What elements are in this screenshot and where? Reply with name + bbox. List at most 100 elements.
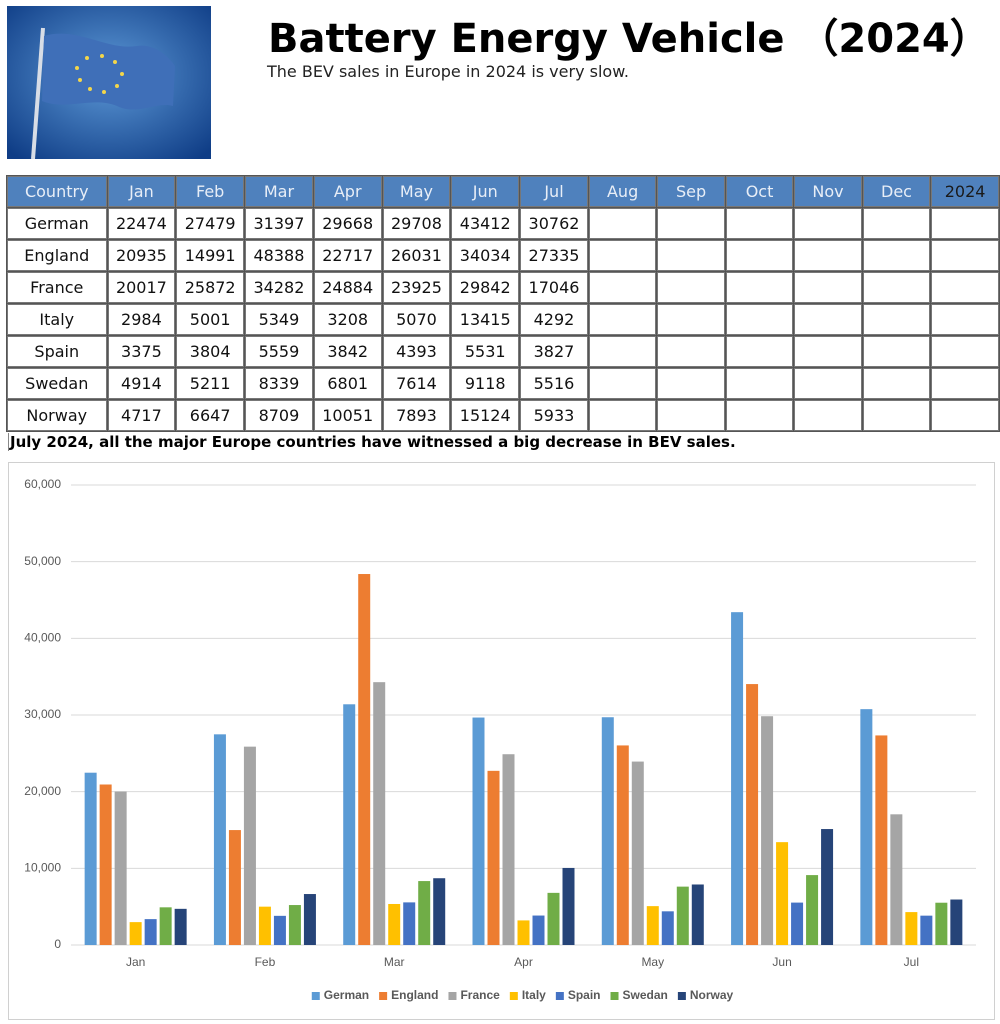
empty-cell xyxy=(588,400,657,431)
table-row: Swedan 4914 5211 8339 6801 7614 9118 5516 xyxy=(7,368,999,399)
bar xyxy=(228,830,241,945)
value-cell: 5070 xyxy=(382,304,451,335)
bar xyxy=(144,919,157,945)
bar xyxy=(821,829,834,945)
bar xyxy=(273,915,286,945)
value-cell: 4393 xyxy=(382,336,451,367)
empty-cell xyxy=(657,336,725,367)
legend-label: German xyxy=(324,988,369,1002)
empty-cell xyxy=(862,240,931,271)
empty-cell xyxy=(588,368,657,399)
x-tick-label: Apr xyxy=(514,955,533,969)
country-cell: Spain xyxy=(7,336,107,367)
country-cell: Swedan xyxy=(7,368,107,399)
bar xyxy=(691,884,704,945)
bar xyxy=(646,906,659,945)
bar xyxy=(159,907,172,945)
table-row: German 22474 27479 31397 29668 29708 43412 3076… xyxy=(7,208,999,239)
empty-cell xyxy=(725,400,794,431)
subtitle: The BEV sales in Europe in 2024 is very … xyxy=(267,62,629,81)
x-tick-label: Feb xyxy=(255,955,276,969)
value-cell: 2984 xyxy=(107,304,176,335)
bar xyxy=(114,791,127,945)
value-cell: 31397 xyxy=(245,208,313,239)
empty-cell xyxy=(862,336,931,367)
value-cell: 25872 xyxy=(176,272,245,303)
title: Battery Energy Vehicle （2024） xyxy=(268,16,990,62)
x-tick-label: Jul xyxy=(904,955,919,969)
value-cell: 27335 xyxy=(520,240,588,271)
empty-cell xyxy=(725,368,794,399)
column-header: Dec xyxy=(862,176,931,207)
empty-cell xyxy=(931,272,999,303)
bar xyxy=(487,770,500,945)
bar xyxy=(791,902,804,945)
empty-cell xyxy=(588,208,657,239)
value-cell: 10051 xyxy=(313,400,382,431)
bar xyxy=(676,886,689,945)
value-cell: 20017 xyxy=(107,272,176,303)
empty-cell xyxy=(862,208,931,239)
value-cell: 29668 xyxy=(313,208,382,239)
empty-cell xyxy=(588,272,657,303)
bar xyxy=(935,902,948,945)
column-header: Apr xyxy=(313,176,382,207)
bar xyxy=(418,881,431,945)
empty-cell xyxy=(931,368,999,399)
bar xyxy=(358,574,371,945)
bar xyxy=(517,920,530,945)
bar xyxy=(174,908,187,945)
empty-cell xyxy=(588,336,657,367)
chart: 0 10,000 20,000 30,000 40,000 50,000 60,000 Jan… xyxy=(8,462,995,1020)
legend-label: Italy xyxy=(522,988,546,1002)
empty-cell xyxy=(657,368,725,399)
x-tick-label: Jun xyxy=(772,955,791,969)
empty-cell xyxy=(794,240,862,271)
value-cell: 48388 xyxy=(245,240,313,271)
bar xyxy=(890,814,903,945)
legend-label: Norway xyxy=(690,988,734,1002)
bar xyxy=(129,922,142,945)
value-cell: 14991 xyxy=(176,240,245,271)
value-cell: 4717 xyxy=(107,400,176,431)
value-cell: 13415 xyxy=(451,304,520,335)
bar xyxy=(920,915,933,945)
legend-label: France xyxy=(460,988,500,1002)
table-row: Norway 4717 6647 8709 10051 7893 15124 5933 xyxy=(7,400,999,431)
empty-cell xyxy=(862,272,931,303)
bar xyxy=(213,734,226,945)
country-cell: England xyxy=(7,240,107,271)
value-cell: 3804 xyxy=(176,336,245,367)
empty-cell xyxy=(862,400,931,431)
bar xyxy=(860,709,873,945)
column-header: Aug xyxy=(588,176,657,207)
column-header: Jun xyxy=(451,176,520,207)
value-cell: 5001 xyxy=(176,304,245,335)
legend-swatch xyxy=(379,992,388,1000)
table-row: Spain 3375 3804 5559 3842 4393 5531 3827 xyxy=(7,336,999,367)
value-cell: 6801 xyxy=(313,368,382,399)
value-cell: 30762 xyxy=(520,208,588,239)
bar xyxy=(303,894,316,945)
value-cell: 20935 xyxy=(107,240,176,271)
value-cell: 15124 xyxy=(451,400,520,431)
y-tick-label: 20,000 xyxy=(24,784,61,798)
value-cell: 3827 xyxy=(520,336,588,367)
empty-cell xyxy=(794,272,862,303)
empty-cell xyxy=(657,304,725,335)
legend-swatch xyxy=(448,992,457,1000)
bar xyxy=(547,892,560,945)
value-cell: 29842 xyxy=(451,272,520,303)
bar xyxy=(84,772,97,945)
column-header: Oct xyxy=(725,176,794,207)
value-cell: 5559 xyxy=(245,336,313,367)
country-cell: Italy xyxy=(7,304,107,335)
y-tick-label: 50,000 xyxy=(24,554,61,568)
value-cell: 7893 xyxy=(382,400,451,431)
country-cell: France xyxy=(7,272,107,303)
table-row: England 20935 14991 48388 22717 26031 34034 273… xyxy=(7,240,999,271)
value-cell: 6647 xyxy=(176,400,245,431)
bar xyxy=(99,784,112,945)
empty-cell xyxy=(725,240,794,271)
